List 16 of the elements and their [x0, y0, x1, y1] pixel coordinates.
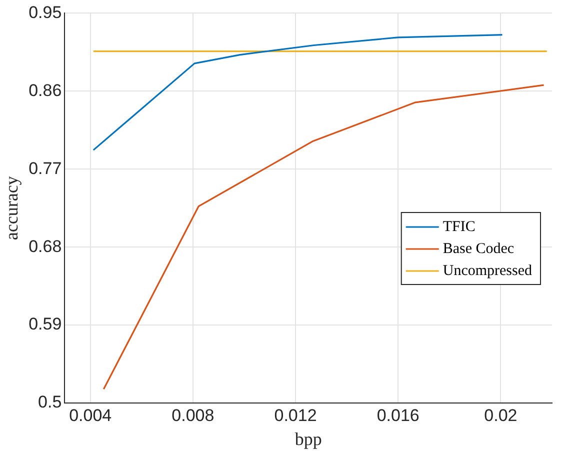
x-tick-label: 0.016	[376, 406, 420, 425]
y-tick-label: 0.68	[28, 236, 62, 256]
y-tick-label: 0.86	[28, 80, 62, 100]
y-axis-title: accuracy	[2, 176, 22, 240]
legend-label: Base Codec	[442, 240, 514, 257]
x-tick-label: 0.02	[484, 406, 518, 425]
x-tick-label: 0.008	[172, 406, 214, 425]
legend-label: TFIC	[442, 218, 476, 235]
legend-label: Uncompressed	[442, 262, 532, 279]
x-axis-title: bpp	[294, 428, 322, 449]
x-tick-label: 0.004	[69, 406, 112, 425]
x-tick-label: 0.012	[274, 406, 317, 425]
y-tick-label: 0.5	[38, 392, 62, 412]
y-tick-label: 0.95	[28, 2, 62, 22]
y-tick-label: 0.59	[28, 314, 62, 334]
y-tick-label: 0.77	[28, 158, 62, 178]
